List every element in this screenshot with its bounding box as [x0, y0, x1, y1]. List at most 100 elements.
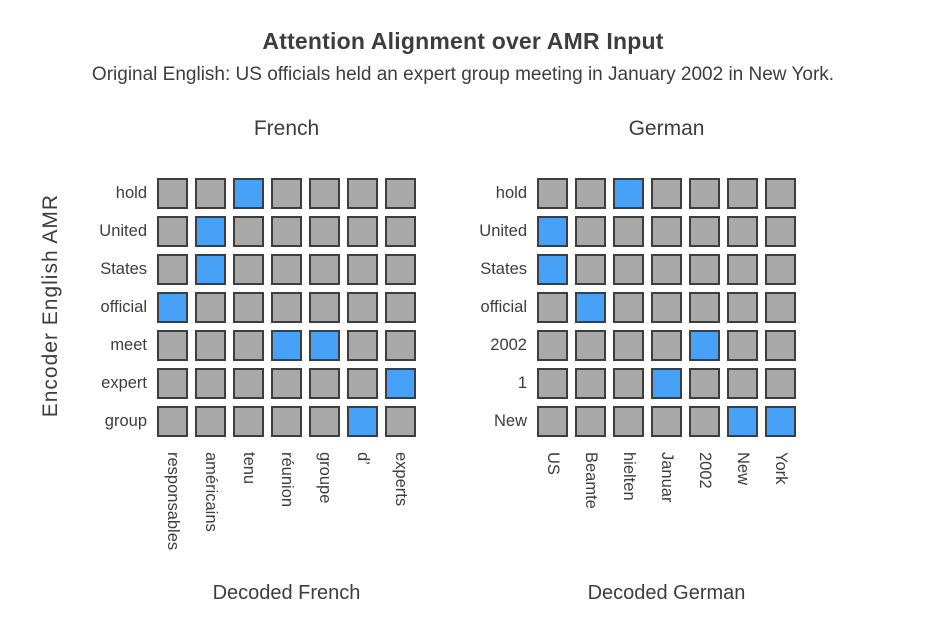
grid-cell [765, 216, 796, 247]
grid-cell [537, 330, 568, 361]
grid-cell [727, 216, 758, 247]
grid-cell [157, 368, 188, 399]
col-label: Januar [657, 452, 676, 503]
grid-cell [651, 254, 682, 285]
grid-cell [385, 292, 416, 323]
row-label: United [479, 222, 527, 240]
grid-cell [765, 292, 796, 323]
col-label: groupe [315, 452, 334, 504]
grid-cell [385, 254, 416, 285]
grid-cell [765, 330, 796, 361]
aligned-cell [385, 368, 416, 399]
grid-cell [765, 254, 796, 285]
grid-cell [309, 292, 340, 323]
grid-cell [651, 406, 682, 437]
row-label: States [100, 260, 147, 278]
aligned-cell [537, 216, 568, 247]
grid-cell [233, 292, 264, 323]
row-label: official [100, 298, 147, 316]
x-axis-label-french: Decoded French [212, 582, 361, 604]
german-row-labels: hold United States official 2002 1 New [430, 178, 527, 437]
grid-cell [157, 216, 188, 247]
grid-cell [651, 330, 682, 361]
grid-cell [537, 178, 568, 209]
grid-cell [613, 216, 644, 247]
grid-cell [195, 178, 226, 209]
grid-cell [689, 368, 720, 399]
grid-cell [385, 216, 416, 247]
grid-cell [575, 406, 606, 437]
aligned-cell [309, 330, 340, 361]
grid-cell [309, 178, 340, 209]
grid-cell [347, 254, 378, 285]
col-label: New [733, 452, 752, 486]
grid-cell [385, 406, 416, 437]
grid-cell [727, 178, 758, 209]
grid-cell [727, 292, 758, 323]
aligned-cell [613, 178, 644, 209]
grid-cell [233, 254, 264, 285]
french-row-labels: hold United States official meet expert group [50, 178, 147, 437]
grid-cell [195, 368, 226, 399]
grid-cell [347, 368, 378, 399]
grid-cell [157, 254, 188, 285]
col-label: tenu [239, 452, 258, 485]
grid-cell [575, 178, 606, 209]
figure-title: Attention Alignment over AMR Input [262, 28, 664, 54]
grid-cell [271, 254, 302, 285]
grid-cell [575, 330, 606, 361]
grid-cell [271, 216, 302, 247]
grid-cell [309, 216, 340, 247]
grid-cell [271, 178, 302, 209]
aligned-cell [271, 330, 302, 361]
grid-cell [537, 292, 568, 323]
grid-cell [195, 406, 226, 437]
grid-cell [575, 254, 606, 285]
grid-cell [309, 368, 340, 399]
grid-cell [537, 406, 568, 437]
grid-cell [157, 330, 188, 361]
grid-cell [575, 368, 606, 399]
grid-cell [233, 330, 264, 361]
grid-cell [233, 368, 264, 399]
grid-cell [765, 368, 796, 399]
aligned-cell [765, 406, 796, 437]
grid-cell [689, 216, 720, 247]
grid-cell [613, 368, 644, 399]
grid-cell [271, 368, 302, 399]
grid-cell [727, 254, 758, 285]
col-label: responsables [163, 452, 182, 551]
aligned-cell [537, 254, 568, 285]
x-axis-label-german: Decoded German [587, 582, 746, 604]
subplot-title-french: French [253, 117, 320, 140]
grid-cell [651, 292, 682, 323]
german-alignment-grid [537, 178, 796, 437]
grid-cell [727, 330, 758, 361]
grid-cell [537, 368, 568, 399]
col-label: York [771, 452, 790, 485]
grid-cell [385, 178, 416, 209]
aligned-cell [689, 330, 720, 361]
grid-cell [651, 178, 682, 209]
grid-cell [271, 292, 302, 323]
aligned-cell [195, 216, 226, 247]
grid-cell [689, 406, 720, 437]
row-label: hold [495, 184, 527, 202]
row-label: States [480, 260, 527, 278]
row-label: expert [101, 374, 147, 392]
grid-cell [385, 330, 416, 361]
grid-cell [689, 254, 720, 285]
french-alignment-grid [157, 178, 416, 437]
grid-cell [271, 406, 302, 437]
row-label: New [493, 412, 527, 430]
grid-cell [347, 330, 378, 361]
grid-cell [347, 216, 378, 247]
grid-cell [689, 178, 720, 209]
row-label: hold [115, 184, 147, 202]
figure-subtitle: Original English: US officials held an e… [91, 64, 835, 85]
grid-cell [233, 216, 264, 247]
aligned-cell [233, 178, 264, 209]
row-label: official [480, 298, 527, 316]
col-label: hielten [619, 452, 638, 501]
german-col-labels: US Beamte hielten Januar 2002 New York [537, 452, 796, 580]
